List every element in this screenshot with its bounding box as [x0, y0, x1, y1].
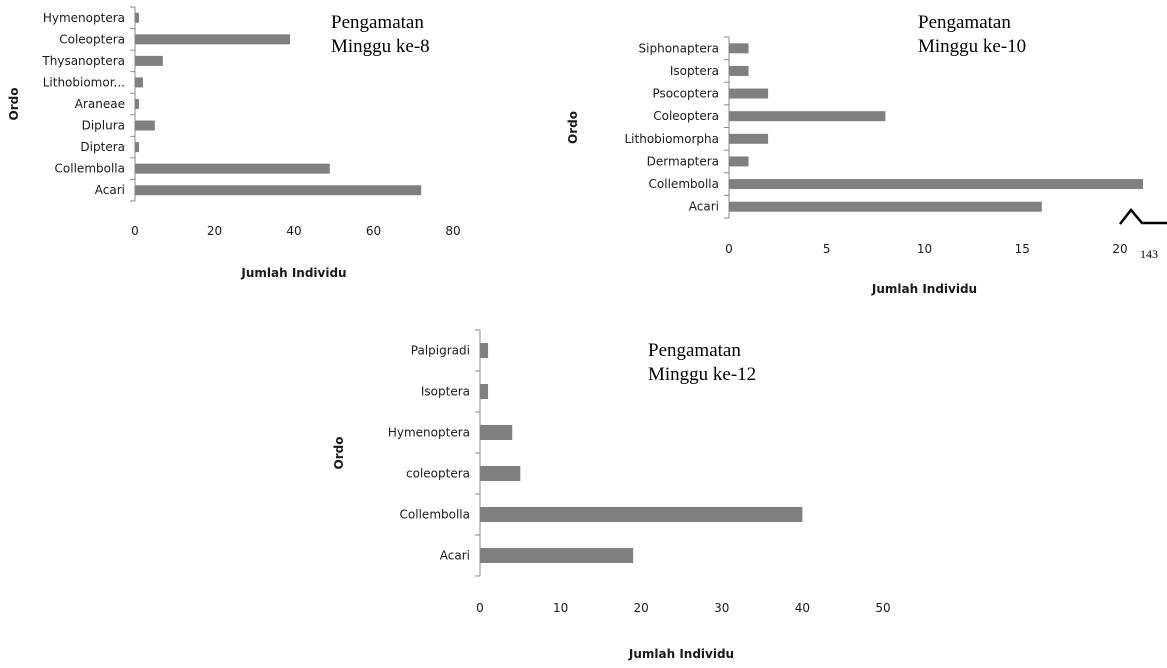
bar [729, 43, 749, 54]
category-label: Collembolla [55, 162, 125, 176]
chart-week-10-svg: Acari Collembolla Dermaptera Lithobiomorpha… [566, 36, 1167, 296]
chart-week-8-svg: Acari Collembolla Diptera Diplura Araneae Lit… [7, 6, 461, 280]
x-tick-label: 30 [714, 601, 729, 615]
category-label: Coleoptera [653, 109, 719, 123]
axis-break-value-label: 143 [1140, 247, 1158, 261]
chart-week-12: Acari Collembolla coleoptera Hymenoptera Iso… [300, 329, 920, 668]
category-label: Diplura [82, 119, 125, 133]
bar [135, 12, 139, 23]
category-label: Hymenoptera [43, 11, 125, 25]
category-label: Dermaptera [647, 154, 719, 168]
bar [135, 142, 139, 153]
y-axis-title: Ordo [566, 111, 580, 144]
bar [135, 163, 330, 174]
annotation-line-2: Minggu ke-12 [648, 364, 757, 385]
x-tick-label: 0 [725, 242, 733, 256]
chart-week-8-annotation: Pengamatan Minggu ke-8 [331, 11, 430, 59]
annotation-line-1: Pengamatan [918, 12, 1011, 33]
bar [729, 133, 769, 144]
x-tick-label: 10 [917, 242, 932, 256]
axis-break-symbol [1119, 208, 1167, 225]
chart-week-12-annotation: Pengamatan Minggu ke-12 [648, 339, 756, 387]
bar [729, 111, 886, 122]
category-label: coleoptera [406, 467, 470, 481]
bar [480, 548, 634, 563]
x-tick-label: 10 [553, 601, 568, 615]
x-tick-label: 15 [1015, 242, 1030, 256]
annotation-line-2: Minggu ke-8 [331, 36, 430, 57]
category-label: Psocoptera [652, 87, 719, 101]
y-axis-title: Ordo [7, 88, 21, 121]
bar [135, 185, 422, 196]
bar [480, 343, 489, 358]
category-label: Siphonaptera [639, 41, 719, 55]
category-label: Lithobiomorpha [624, 132, 719, 146]
x-tick-label: 40 [286, 224, 301, 238]
category-label: Isoptera [670, 64, 719, 78]
category-label: Acari [95, 183, 125, 197]
category-label: Diptera [80, 140, 125, 154]
x-tick-label: 5 [823, 242, 831, 256]
bar [729, 88, 769, 99]
x-tick-label: 0 [476, 601, 484, 615]
bar [135, 77, 143, 88]
category-label: Araneae [75, 97, 125, 111]
bar [480, 384, 489, 399]
bar [135, 120, 155, 131]
bar [135, 34, 291, 45]
category-label: Acari [440, 549, 470, 563]
chart-week-10-annotation: Pengamatan Minggu ke-10 [918, 11, 1026, 59]
x-tick-label: 0 [131, 224, 139, 238]
x-axis-title: Jumlah Individu [871, 282, 977, 296]
chart-week-10: Acari Collembolla Dermaptera Lithobiomorpha… [566, 0, 1167, 300]
bar [480, 466, 521, 481]
y-axis-title: Ordo [332, 437, 346, 470]
annotation-line-2: Minggu ke-10 [918, 36, 1027, 57]
category-label: Collembolla [649, 177, 719, 191]
x-axis-title: Jumlah Individu [240, 266, 346, 280]
x-tick-label: 20 [1112, 242, 1127, 256]
category-label: Palpigradi [411, 344, 470, 358]
bar [135, 99, 139, 109]
x-tick-label: 80 [445, 224, 460, 238]
category-label: Acari [689, 200, 719, 214]
category-label: Collembolla [400, 508, 470, 522]
x-tick-label: 60 [366, 224, 381, 238]
bar [729, 201, 1042, 212]
annotation-line-1: Pengamatan [331, 12, 424, 33]
category-label: Isoptera [421, 385, 470, 399]
bar [729, 156, 749, 167]
chart-week-8: Acari Collembolla Diptera Diplura Araneae Lit… [0, 0, 580, 300]
chart-week-12-svg: Acari Collembolla coleoptera Hymenoptera Iso… [332, 329, 891, 661]
category-label: Coleoptera [59, 32, 125, 46]
bar [135, 55, 163, 66]
x-tick-label: 50 [875, 601, 890, 615]
category-label: Thysanoptera [41, 54, 125, 68]
category-label: Hymenoptera [388, 426, 470, 440]
bar [480, 425, 513, 440]
x-tick-label: 20 [207, 224, 222, 238]
bar [729, 179, 1143, 190]
x-tick-label: 40 [795, 601, 810, 615]
x-tick-label: 20 [634, 601, 649, 615]
bar [729, 65, 749, 76]
category-label: Lithobiomor... [43, 75, 125, 89]
annotation-line-1: Pengamatan [648, 340, 741, 361]
bar [480, 507, 803, 522]
x-axis-title: Jumlah Individu [628, 647, 734, 661]
